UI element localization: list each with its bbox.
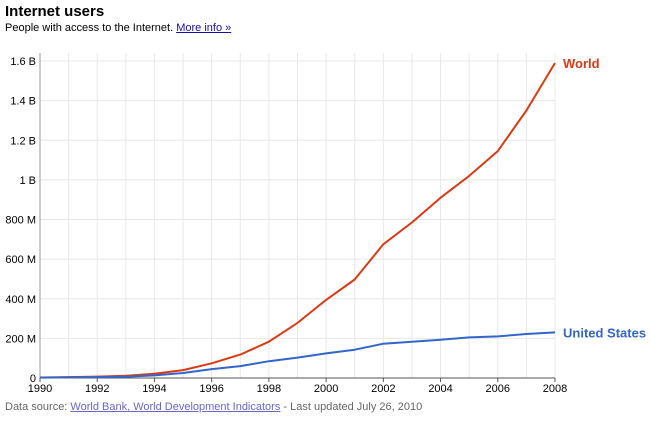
footer-prefix: Data source: [5,401,71,413]
more-info-link[interactable]: More info » [176,22,232,34]
x-tick-label: 2006 [486,383,510,395]
y-tick-label: 1.6 B [10,56,36,68]
series-label-united-states: United States [563,325,646,340]
y-tick-label: 200 M [5,333,36,345]
data-source-link[interactable]: World Bank, World Development Indicators [70,401,281,413]
x-tick-label: 1992 [85,383,109,395]
y-tick-label: 800 M [5,215,36,227]
series-label-world: World [563,56,600,71]
chart-subtitle: People with access to the Internet. More… [5,22,231,34]
chart-title: Internet users [5,3,105,20]
x-tick-label: 2008 [543,383,567,395]
x-tick-label: 1996 [199,383,223,395]
data-source-footer: Data source: World Bank, World Developme… [5,401,422,413]
footer-suffix: - Last updated July 26, 2010 [280,401,423,413]
y-tick-label: 1.2 B [10,135,36,147]
y-tick-label: 400 M [5,294,36,306]
x-tick-label: 1994 [142,383,166,395]
x-tick-label: 2002 [371,383,395,395]
x-tick-label: 2004 [428,383,452,395]
line-chart: 0 200 M 400 M 600 M 800 M 1 B 1.2 B 1.4 B 1.6 B 1… [5,53,646,395]
series-line-united-states [39,331,556,379]
x-tick-label: 2000 [314,383,338,395]
x-tick-label: 1990 [28,383,52,395]
x-tick-label: 1998 [257,383,281,395]
y-tick-label: 1 B [19,175,36,187]
y-tick-label: 600 M [5,254,36,266]
subtitle-text: People with access to the Internet. [5,22,174,34]
y-tick-label: 1.4 B [10,96,36,108]
y-tick-label: 0 [30,373,36,385]
